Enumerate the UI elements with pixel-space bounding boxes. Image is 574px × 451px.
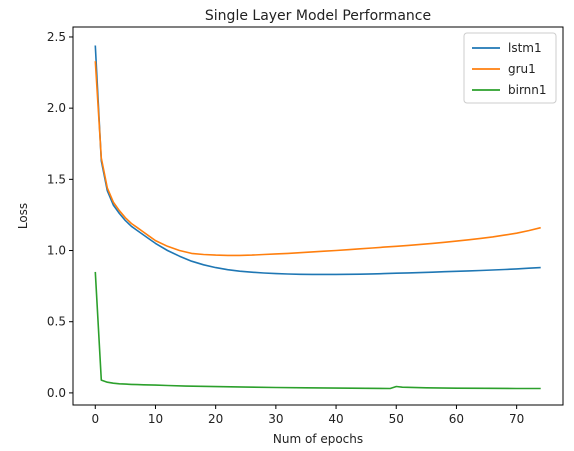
y-tick-label: 1.5 (47, 172, 66, 186)
legend-label-gru1: gru1 (508, 62, 536, 76)
x-tick-label: 40 (328, 412, 343, 426)
y-tick-label: 0.5 (47, 315, 66, 329)
x-tick-label: 20 (208, 412, 223, 426)
legend-label-birnn1: birnn1 (508, 83, 547, 97)
plot-area-frame (72, 26, 564, 406)
series-line-gru1 (94, 61, 541, 257)
chart-title: Single Layer Model Performance (205, 8, 431, 24)
x-tick-label: 60 (449, 412, 464, 426)
legend-box (463, 32, 557, 104)
y-tick-label: 0.0 (47, 386, 66, 400)
x-tick-label: 30 (268, 412, 283, 426)
x-tick-label: 70 (509, 412, 524, 426)
y-tick-label: 1.0 (47, 244, 66, 258)
axis-ticks: 0 10 20 30 40 50 60 70 0.0 0.5 1.0 1.5 2.0 2.5 (47, 30, 524, 426)
y-tick-label: 2.0 (47, 101, 66, 115)
series-lines (94, 45, 541, 390)
x-tick-label: 50 (389, 412, 404, 426)
series-line-birnn1 (94, 271, 541, 390)
x-axis-label: Num of epochs (273, 432, 363, 446)
y-axis-label: Loss (16, 203, 30, 229)
series-line-lstm1 (94, 45, 541, 276)
legend: lstm1 gru1 birnn1 (463, 32, 557, 104)
x-tick-label: 10 (148, 412, 163, 426)
y-tick-label: 2.5 (47, 30, 66, 44)
legend-label-lstm1: lstm1 (508, 41, 542, 55)
x-tick-label: 0 (91, 412, 99, 426)
